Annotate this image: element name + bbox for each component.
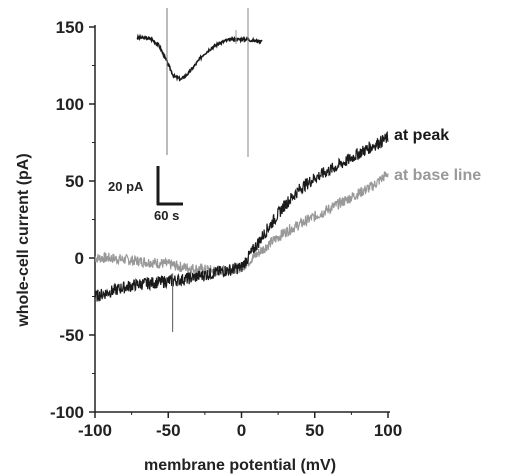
y-tick-label: 50: [65, 172, 84, 191]
inset-trace: [136, 8, 263, 157]
x-tick-label: 50: [305, 421, 324, 440]
y-tick-label: -100: [50, 403, 84, 422]
x-tick-label: -100: [78, 421, 112, 440]
x-tick-label: -50: [156, 421, 181, 440]
y-axis-title: whole-cell current (pA): [15, 153, 32, 327]
x-tick-label: 0: [237, 421, 246, 440]
y-tick-label: 150: [56, 18, 84, 37]
x-axis-title: membrane potential (mV): [144, 457, 336, 474]
legend-at-base-line: at base line: [394, 167, 481, 184]
series-layer: [94, 130, 389, 332]
series-line-at-peak: [94, 130, 389, 302]
scale-bar-x-label: 60 s: [154, 208, 179, 223]
scale-bar-y-label: 20 pA: [108, 179, 144, 194]
inset-trace-line: [136, 33, 263, 82]
legend-at-peak: at peak: [394, 127, 449, 144]
axes: -100 -50 0 50 100 150 -100 -50 0 50 100: [50, 18, 402, 440]
x-tick-label: 100: [374, 421, 402, 440]
y-tick-label: 100: [56, 95, 84, 114]
y-tick-label: -50: [59, 326, 84, 345]
scale-bar: 20 pA 60 s: [108, 166, 183, 223]
y-tick-label: 0: [75, 249, 84, 268]
